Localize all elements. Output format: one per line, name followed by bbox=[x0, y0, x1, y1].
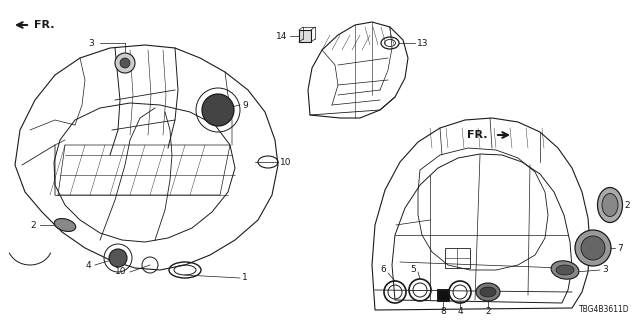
Text: 9: 9 bbox=[242, 100, 248, 109]
Circle shape bbox=[120, 58, 130, 68]
Bar bbox=[437, 289, 449, 301]
Text: 1: 1 bbox=[242, 274, 248, 283]
Circle shape bbox=[115, 53, 135, 73]
Text: 6: 6 bbox=[380, 266, 386, 275]
Circle shape bbox=[109, 249, 127, 267]
Text: 10: 10 bbox=[115, 268, 126, 276]
Ellipse shape bbox=[602, 194, 618, 217]
Circle shape bbox=[581, 236, 605, 260]
Ellipse shape bbox=[54, 219, 76, 231]
Text: 2: 2 bbox=[30, 220, 36, 229]
Text: 5: 5 bbox=[410, 265, 416, 274]
Text: 3: 3 bbox=[602, 266, 608, 275]
Text: 7: 7 bbox=[617, 244, 623, 252]
Circle shape bbox=[202, 94, 234, 126]
Text: 2: 2 bbox=[624, 201, 630, 210]
Text: 2: 2 bbox=[485, 307, 491, 316]
Text: 13: 13 bbox=[417, 38, 429, 47]
Ellipse shape bbox=[551, 261, 579, 279]
Text: FR.: FR. bbox=[34, 20, 54, 30]
Text: FR.: FR. bbox=[467, 130, 488, 140]
Circle shape bbox=[575, 230, 611, 266]
Text: 4: 4 bbox=[457, 307, 463, 316]
Ellipse shape bbox=[556, 265, 574, 275]
Ellipse shape bbox=[598, 188, 623, 222]
Text: 8: 8 bbox=[440, 307, 446, 316]
Text: 3: 3 bbox=[88, 38, 94, 47]
Text: 4: 4 bbox=[85, 260, 91, 269]
Text: 14: 14 bbox=[276, 31, 287, 41]
Bar bbox=[445, 248, 470, 268]
Ellipse shape bbox=[480, 287, 496, 297]
Text: TBG4B3611D: TBG4B3611D bbox=[579, 305, 630, 314]
Text: 10: 10 bbox=[280, 157, 291, 166]
Bar bbox=[299, 30, 311, 42]
Ellipse shape bbox=[476, 283, 500, 301]
